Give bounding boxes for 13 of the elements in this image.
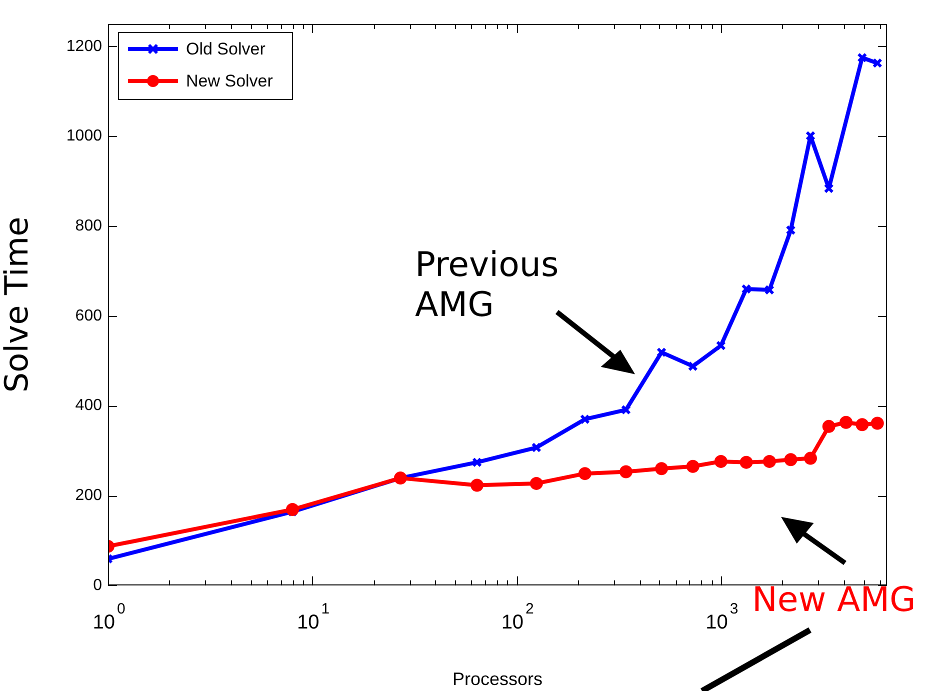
- y-tick-label: 400: [75, 397, 102, 414]
- y-tick-label: 1200: [66, 38, 102, 55]
- y-tick-label: 0: [93, 576, 102, 594]
- y-axis-title: Solve Time: [0, 216, 36, 393]
- annotation: Previous AMG: [415, 245, 559, 325]
- x-axis-title: Processors: [452, 669, 543, 690]
- y-tick-label: 200: [75, 486, 102, 504]
- legend-label: New Solver: [186, 72, 274, 91]
- y-tick-label: 800: [75, 218, 102, 235]
- y-tick-label: 600: [75, 307, 102, 324]
- annotation: New AMG: [752, 580, 916, 620]
- y-tick-label: 1000: [66, 128, 102, 145]
- legend-label: Old Solver: [186, 40, 266, 59]
